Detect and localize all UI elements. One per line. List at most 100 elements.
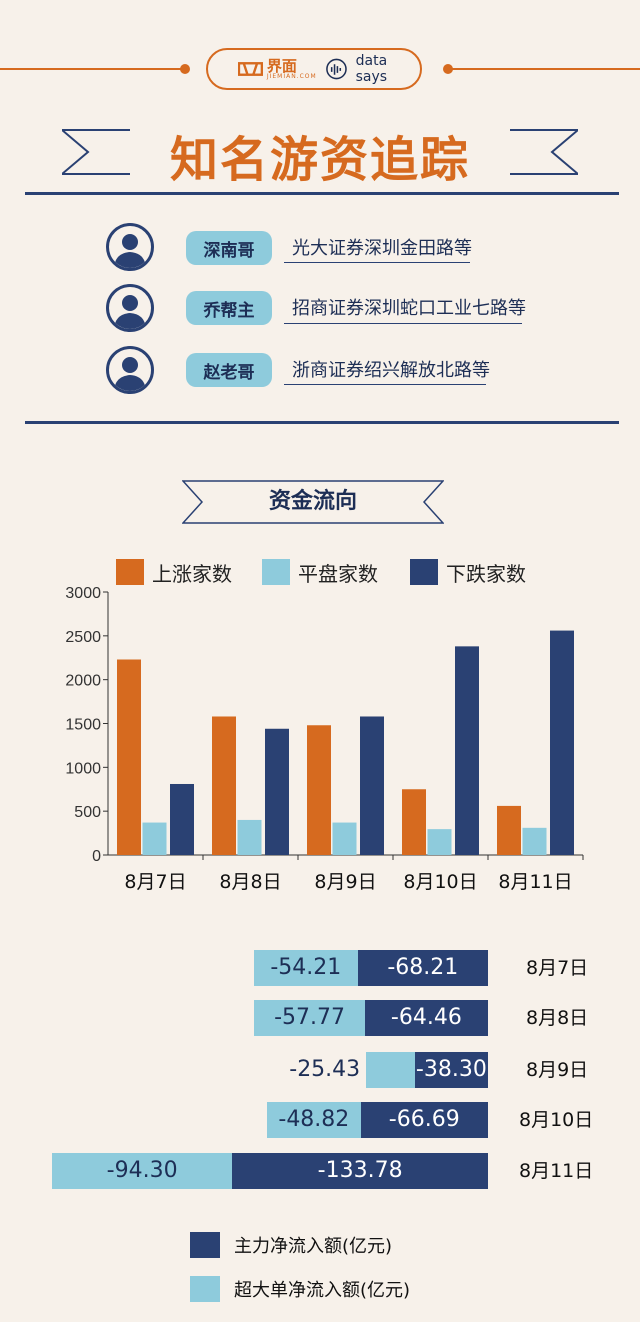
divider-top	[25, 192, 619, 195]
brand-dot-right	[443, 64, 453, 74]
legend-main-inflow: 主力净流入额(亿元)	[190, 1232, 392, 1258]
flow-date-label: 8月9日	[526, 1059, 589, 1081]
logo-subtext: JIEMIAN.COM	[266, 72, 317, 80]
trader-name-3: 赵老哥	[186, 353, 272, 387]
trader-name-1: 深南哥	[186, 231, 272, 265]
large-order-inflow-bar	[254, 1000, 365, 1036]
flow-row: -68.21 -54.21 8月7日	[0, 950, 640, 986]
section-ribbon-icon	[182, 480, 444, 524]
main-inflow-value: -38.30	[415, 1057, 487, 1082]
flow-row: -133.78 -94.30 8月11日	[0, 1153, 640, 1189]
bar-rising	[212, 716, 236, 855]
legend-swatch-flat	[262, 559, 290, 585]
y-tick-label: 1500	[65, 717, 101, 734]
jiemian-logo: 界面 JIEMIAN.COM	[266, 56, 317, 80]
legend-swatch-main-inflow	[190, 1232, 220, 1258]
bar-falling	[455, 646, 479, 855]
flow-date-label: 8月10日	[519, 1109, 594, 1131]
bar-rising	[117, 659, 141, 855]
x-tick-label: 8月7日	[124, 871, 186, 893]
bar-flat	[237, 819, 262, 855]
page-title: 知名游资追踪	[169, 132, 470, 188]
trader-location-1: 光大证券深圳金田路等	[292, 238, 472, 259]
flow-row: -64.46 -57.77 8月8日	[0, 1000, 640, 1036]
y-tick-label: 0	[92, 848, 101, 865]
legend-label-flat: 平盘家数	[298, 561, 378, 586]
main-inflow-bar	[357, 950, 488, 986]
large-order-inflow-bar	[253, 950, 358, 986]
trader-location-3: 浙商证券绍兴解放北路等	[292, 360, 490, 381]
capital-flow-bar-chart: -68.21 -54.21 8月7日 -64.46 -57.77 8月8日 -38.30 -2…	[0, 940, 640, 1200]
trader-underline-3	[284, 384, 486, 385]
trader-underline-1	[284, 262, 470, 263]
partner-name: data says	[355, 53, 388, 85]
title-ribbon-right-icon	[510, 129, 578, 175]
divider-bottom	[25, 421, 619, 424]
x-tick-label: 8月10日	[403, 871, 477, 893]
large-order-inflow-value: -25.43	[289, 1057, 361, 1082]
bar-falling	[360, 716, 384, 855]
bar-rising	[402, 789, 426, 855]
legend-falling: 下跌家数	[410, 558, 526, 586]
flow-row: -38.30 -25.43 8月9日	[0, 1052, 640, 1088]
bar-flat	[332, 822, 357, 855]
brand-badge: 界面 JIEMIAN.COM data says	[206, 48, 422, 90]
trader-name-2: 乔帮主	[186, 291, 272, 325]
large-order-inflow-bar	[366, 1052, 415, 1088]
y-tick-label: 2500	[65, 629, 101, 646]
section-title-box: 资金流向	[182, 480, 444, 524]
bar-flat	[142, 822, 167, 855]
legend-large-order-inflow: 超大单净流入额(亿元)	[190, 1276, 410, 1302]
legend-flat: 平盘家数	[262, 558, 378, 586]
person-avatar-icon	[114, 234, 146, 268]
x-tick-label: 8月9日	[314, 871, 376, 893]
main-inflow-value: -133.78	[317, 1158, 403, 1183]
large-order-inflow-bar	[52, 1153, 233, 1189]
data-says-logo-icon	[325, 58, 347, 80]
main-inflow-bar	[364, 1000, 488, 1036]
person-avatar-icon	[114, 295, 146, 329]
legend-swatch-large-order-inflow	[190, 1276, 220, 1302]
trader-avatar-1	[106, 223, 154, 271]
advance-decline-bar-chart: 0 500 1000 1500 2000 2500 3000 8月7日 8月8日 8月9日 8月10…	[65, 585, 584, 893]
brand-line-left	[0, 68, 183, 70]
trader-avatar-2	[106, 284, 154, 332]
trader-underline-2	[284, 323, 522, 324]
main-inflow-bar	[360, 1102, 488, 1138]
legend-label-main-inflow: 主力净流入额(亿元)	[234, 1236, 393, 1257]
section-title: 资金流向	[268, 489, 357, 514]
trader-avatar-3	[106, 346, 154, 394]
main-inflow-bar	[232, 1153, 488, 1189]
flow-date-label: 8月8日	[526, 1007, 589, 1029]
legend-label-falling: 下跌家数	[446, 561, 526, 586]
flow-date-label: 8月7日	[526, 957, 589, 979]
y-tick-label: 3000	[65, 585, 101, 602]
flow-row: -66.69 -48.82 8月10日	[0, 1102, 640, 1138]
main-inflow-value: -68.21	[387, 955, 459, 980]
trader-location-2: 招商证券深圳蛇口工业七路等	[292, 298, 526, 319]
legend-label-large-order-inflow: 超大单净流入额(亿元)	[234, 1280, 411, 1301]
person-avatar-icon	[114, 357, 146, 391]
bar-flat	[522, 827, 547, 855]
main-inflow-bar	[414, 1052, 488, 1088]
legend-swatch-rising	[116, 559, 144, 585]
bar-falling	[550, 630, 574, 855]
legend-rising: 上涨家数	[116, 558, 232, 586]
bar-rising	[307, 725, 331, 855]
large-order-inflow-value: -54.21	[270, 955, 342, 980]
bar-rising	[497, 805, 521, 855]
logo-text: 界面	[266, 56, 297, 75]
bar-falling	[170, 783, 194, 855]
jiemian-logo-icon	[238, 62, 263, 76]
y-tick-label: 500	[74, 804, 101, 821]
brand-line-right	[450, 68, 640, 70]
large-order-inflow-value: -48.82	[278, 1107, 350, 1132]
flow-date-label: 8月11日	[519, 1160, 594, 1182]
x-tick-label: 8月8日	[219, 871, 281, 893]
large-order-inflow-bar	[267, 1102, 361, 1138]
legend-label-rising: 上涨家数	[152, 561, 232, 586]
legend-swatch-falling	[410, 559, 438, 585]
large-order-inflow-value: -57.77	[274, 1005, 346, 1030]
main-inflow-value: -64.46	[390, 1005, 462, 1030]
bar-falling	[265, 728, 289, 855]
